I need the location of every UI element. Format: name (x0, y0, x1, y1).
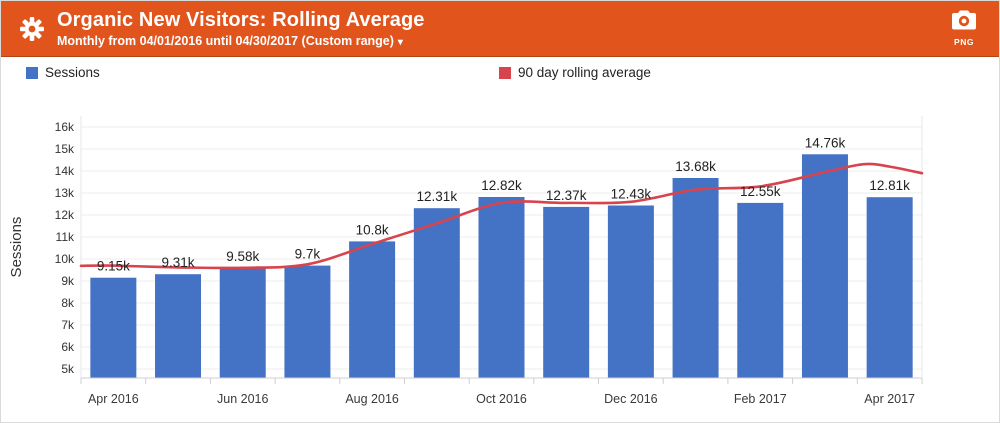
bar-value-label: 12.31k (417, 189, 458, 204)
bar-value-label: 12.81k (869, 178, 910, 193)
date-range-label: Monthly from 04/01/2016 until 04/30/2017… (57, 33, 394, 48)
x-axis-tick-label: Aug 2016 (345, 392, 399, 406)
legend-item-sessions[interactable]: Sessions (26, 65, 100, 80)
y-axis-tick-label: 5k (61, 362, 75, 376)
bar-value-label: 12.82k (481, 178, 522, 193)
bar-value-label: 12.37k (546, 188, 587, 203)
bar-sessions[interactable] (155, 274, 202, 378)
y-axis-tick-label: 6k (61, 340, 75, 354)
y-axis-tick-label: 14k (55, 164, 75, 178)
bar-value-label: 12.43k (611, 187, 652, 202)
gear-icon[interactable] (19, 16, 45, 42)
export-png-button[interactable]: PNG (941, 10, 987, 47)
bar-sessions[interactable] (284, 265, 331, 378)
bar-sessions[interactable] (413, 208, 460, 378)
camera-icon (952, 10, 976, 30)
bar-sessions[interactable] (349, 241, 396, 378)
rolling-average-line (79, 162, 924, 270)
legend-label: 90 day rolling average (518, 65, 651, 80)
sessions-swatch-icon (26, 66, 38, 79)
chevron-down-icon: ▾ (397, 36, 403, 48)
export-format-label: PNG (954, 37, 974, 47)
y-axis-tick-label: 15k (55, 142, 75, 156)
bar-sessions[interactable] (543, 206, 590, 378)
bar-value-label: 10.8k (356, 222, 389, 237)
page-title: Organic New Visitors: Rolling Average (57, 8, 425, 31)
y-axis-tick-label: 13k (55, 186, 75, 200)
y-axis-title: Sessions (8, 217, 25, 278)
bar-value-label: 9.15k (97, 259, 130, 274)
bar-value-label: 9.7k (295, 247, 321, 262)
bar-sessions[interactable] (737, 202, 784, 378)
bar-value-label: 13.68k (675, 159, 716, 174)
bar-value-label: 14.76k (805, 135, 846, 150)
header-text-block: Organic New Visitors: Rolling Average Mo… (57, 9, 425, 49)
bar-sessions[interactable] (90, 277, 137, 378)
y-axis-tick-label: 16k (55, 120, 75, 134)
date-range-selector[interactable]: Monthly from 04/01/2016 until 04/30/2017… (57, 34, 425, 49)
bar-sessions[interactable] (672, 178, 719, 378)
bar-value-label: 9.31k (162, 255, 195, 270)
y-axis-tick-label: 11k (56, 230, 75, 244)
x-axis-tick-label: Feb 2017 (734, 392, 787, 406)
y-axis-tick-label: 8k (61, 296, 75, 310)
x-axis-tick-label: Apr 2017 (864, 392, 915, 406)
y-axis-tick-label: 12k (55, 208, 75, 222)
legend-item-rolling-average[interactable]: 90 day rolling average (499, 65, 651, 80)
x-axis-tick-label: Oct 2016 (476, 392, 527, 406)
chart-svg: 16k 15k 14k 13k 12k 11k 10k 9k 8k 7k 6k 5k 9.15k 9.31… (8, 116, 924, 406)
bar-sessions[interactable] (478, 197, 525, 378)
bar-sessions[interactable] (219, 268, 266, 378)
x-axis-tick-label: Dec 2016 (604, 392, 658, 406)
bar-sessions[interactable] (801, 154, 848, 378)
bar-sessions[interactable] (866, 197, 913, 378)
legend-label: Sessions (45, 65, 100, 80)
bar-value-label: 12.55k (740, 184, 781, 199)
y-axis-tick-label: 10k (55, 252, 75, 266)
x-axis-tick-label: Jun 2016 (217, 392, 268, 406)
bar-value-label: 9.58k (226, 249, 259, 264)
widget-header: Organic New Visitors: Rolling Average Mo… (1, 1, 999, 57)
rolling-average-swatch-icon (499, 66, 511, 79)
bar-sessions[interactable] (607, 205, 654, 379)
x-axis-tick-label: Apr 2016 (88, 392, 139, 406)
y-axis-tick-label: 9k (61, 274, 75, 288)
y-axis-tick-label: 7k (61, 318, 75, 332)
